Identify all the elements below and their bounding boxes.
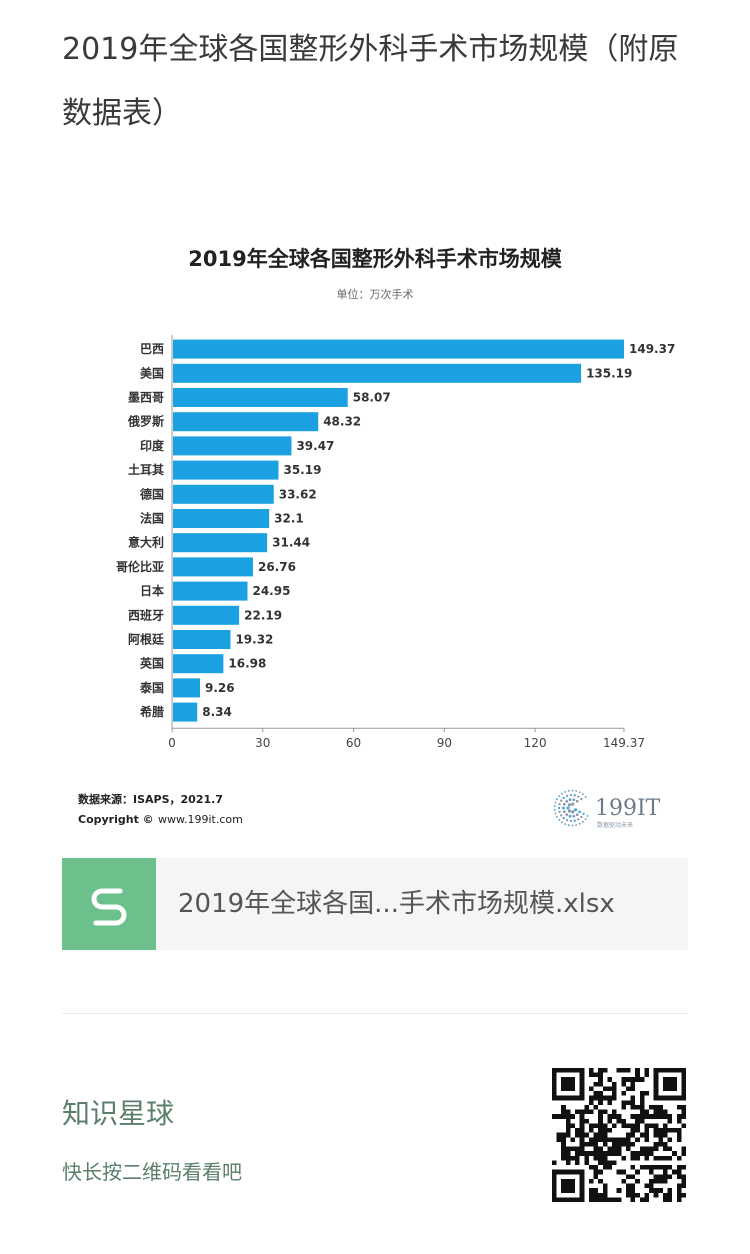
x-tick-label: 0 — [168, 736, 176, 750]
value-label: 32.1 — [274, 512, 304, 526]
value-label: 8.34 — [202, 705, 232, 719]
category-label: 日本 — [140, 583, 164, 598]
promo-title: 知识星球 — [62, 1097, 175, 1130]
value-label: 9.26 — [205, 681, 235, 695]
category-label: 法国 — [140, 511, 164, 526]
x-tick-label: 120 — [524, 736, 547, 750]
value-label: 26.76 — [258, 560, 296, 574]
x-tick-label: 90 — [437, 736, 452, 750]
divider — [62, 1013, 688, 1014]
category-label: 西班牙 — [128, 607, 164, 622]
category-label: 泰国 — [139, 680, 164, 695]
bar — [173, 702, 198, 722]
199it-logo-icon — [553, 789, 589, 827]
value-label: 31.44 — [272, 536, 310, 550]
category-label: 意大利 — [128, 535, 164, 550]
value-label: 35.19 — [283, 463, 321, 477]
category-label: 美国 — [140, 365, 164, 380]
bar — [173, 533, 268, 553]
x-tick-label: 60 — [346, 736, 361, 750]
value-label: 19.32 — [235, 633, 273, 647]
category-label: 印度 — [140, 438, 165, 453]
bar — [173, 557, 253, 577]
category-label: 德国 — [140, 486, 164, 501]
category-label: 巴西 — [140, 342, 164, 356]
copyright-label: Copyright © — [78, 813, 154, 826]
chart-title: 2019年全球各国整形外科手术市场规模 — [188, 247, 562, 271]
spreadsheet-icon — [62, 858, 156, 950]
bar — [173, 388, 348, 407]
value-label: 22.19 — [244, 608, 282, 622]
bar — [173, 630, 231, 649]
x-tick-label: 149.37 — [603, 736, 645, 750]
value-label: 149.37 — [629, 342, 675, 356]
chart-image: 2019年全球各国整形外科手术市场规模单位：万次手术巴西 149.37 美国 135.… — [62, 222, 688, 842]
value-label: 33.62 — [279, 487, 317, 501]
bar — [173, 678, 201, 698]
page-title: 2019年全球各国整形外科手术市场规模（附原数据表） — [62, 32, 679, 131]
value-label: 24.95 — [252, 584, 290, 598]
value-label: 16.98 — [228, 657, 266, 671]
copyright-site: www.199it.com — [158, 813, 243, 826]
bar — [173, 509, 270, 528]
logo-tagline: 数据驱动未来 — [597, 821, 633, 829]
x-tick-label: 30 — [255, 736, 270, 750]
promo-subtitle: 快长按二维码看看吧 — [62, 1160, 242, 1184]
category-label: 希腊 — [139, 704, 164, 719]
logo-text: 199IT — [595, 796, 661, 821]
category-label: 墨西哥 — [128, 391, 164, 405]
category-label: 土耳其 — [128, 462, 164, 477]
bar — [173, 654, 224, 674]
value-label: 39.47 — [296, 439, 334, 453]
value-label: 58.07 — [353, 391, 391, 405]
bar — [173, 363, 582, 383]
category-label: 阿根廷 — [128, 632, 165, 647]
value-label: 48.32 — [323, 415, 361, 429]
bar — [173, 581, 248, 601]
bar — [173, 412, 319, 432]
category-label: 俄罗斯 — [127, 414, 164, 429]
bar — [173, 460, 279, 480]
chart-subtitle: 单位：万次手术 — [337, 287, 414, 301]
value-label: 135.19 — [586, 366, 632, 380]
bar — [173, 436, 292, 456]
file-attachment-card[interactable]: 2019年全球各国...手术市场规模.xlsx — [62, 858, 688, 950]
category-label: 英国 — [140, 656, 164, 671]
qr-code-icon[interactable] — [552, 1068, 686, 1202]
bar — [173, 605, 240, 625]
file-name: 2019年全球各国...手术市场规模.xlsx — [178, 889, 615, 919]
category-label: 哥伦比亚 — [116, 559, 164, 574]
source-note: 数据来源：ISAPS，2021.7 — [78, 792, 223, 806]
bar — [173, 484, 274, 504]
bar — [173, 339, 624, 359]
